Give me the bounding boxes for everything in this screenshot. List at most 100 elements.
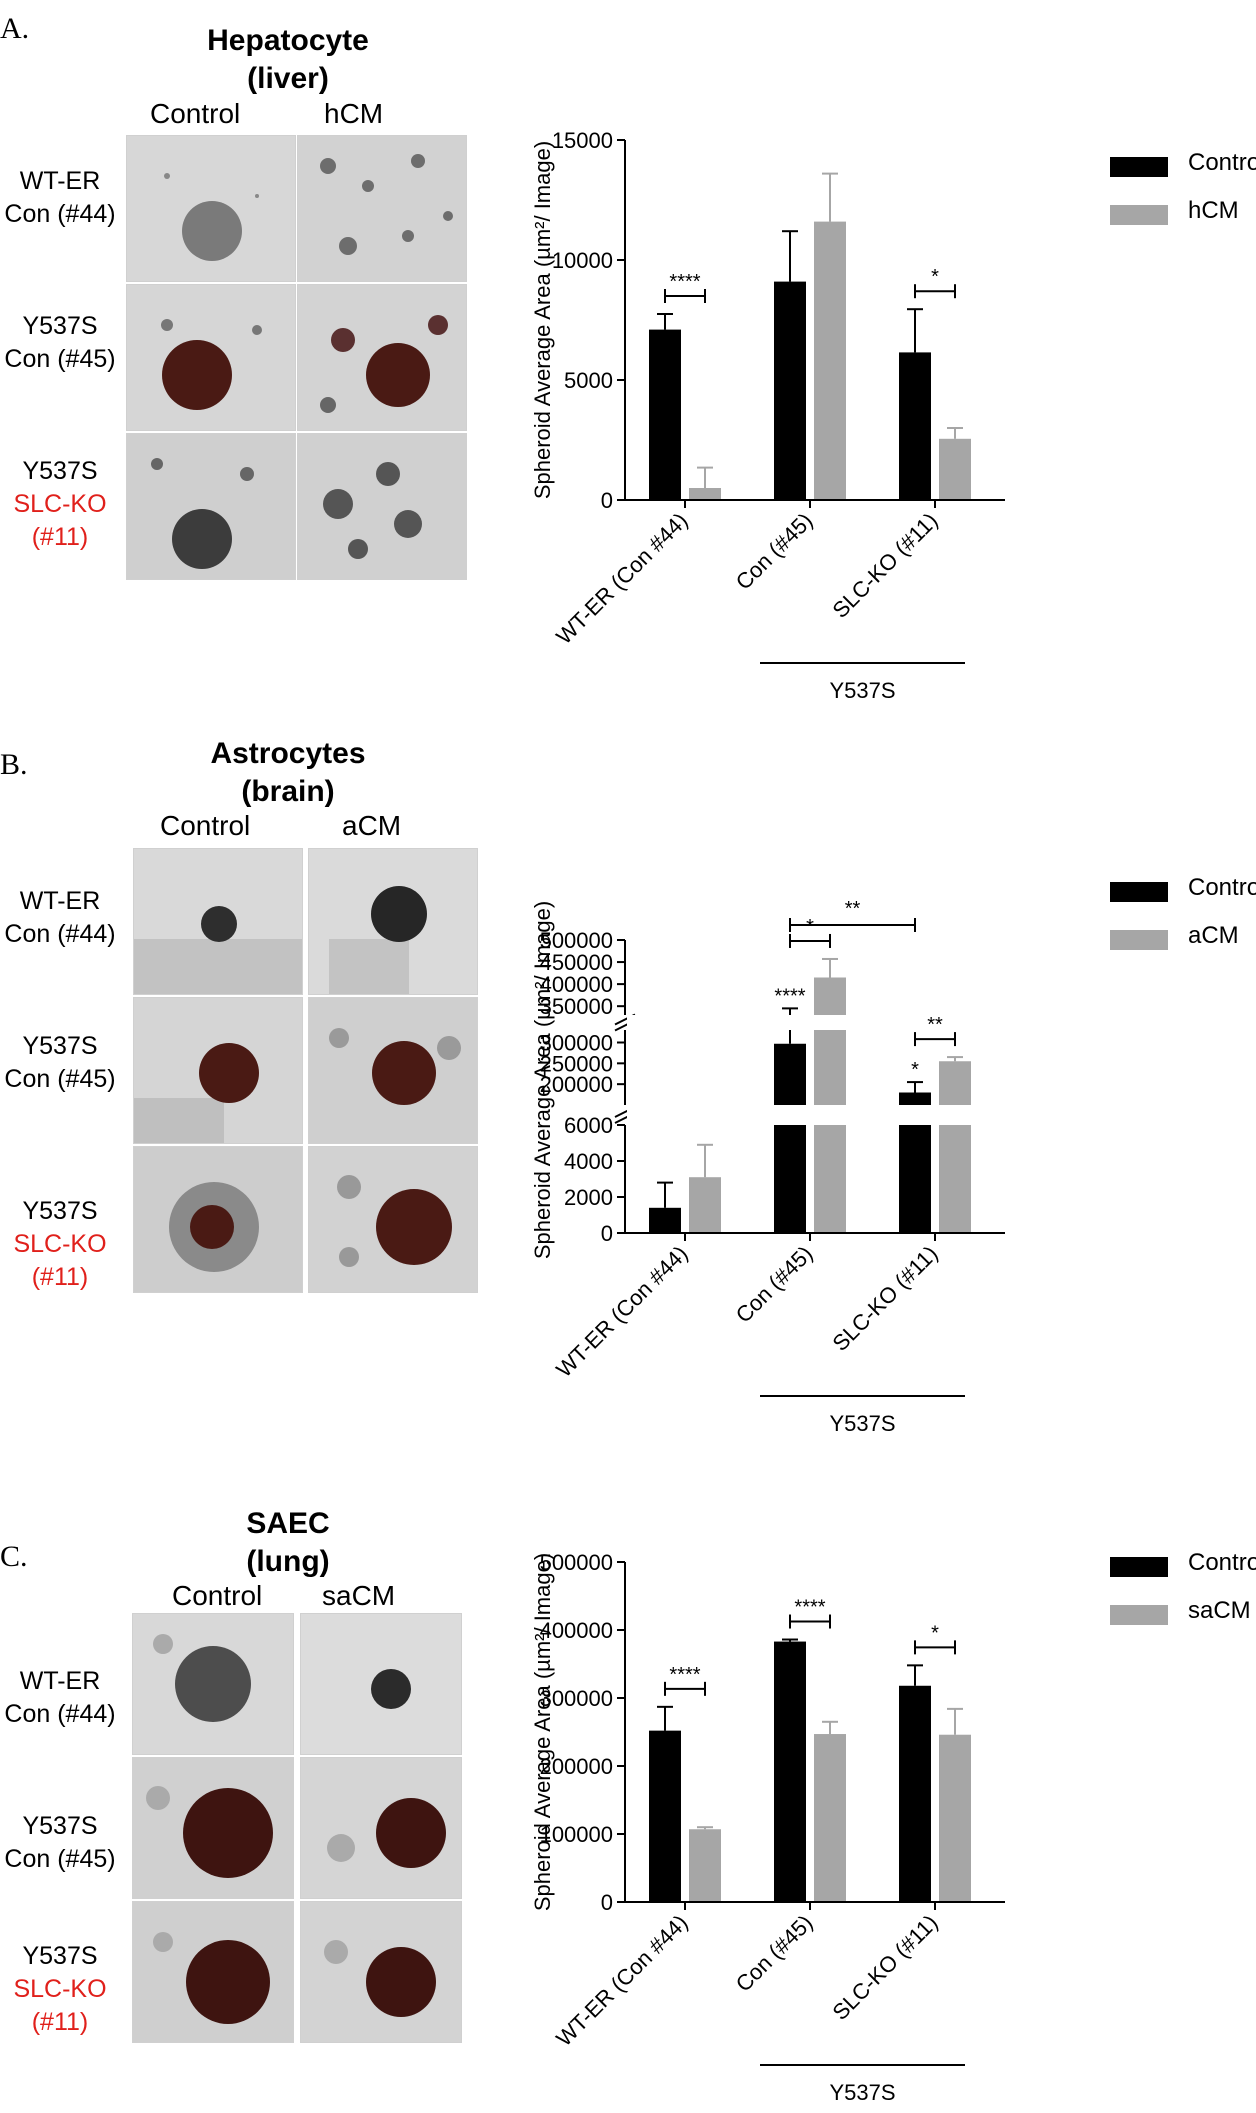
y-axis-label: Spheroid Average Area (µm²/ Image) <box>530 901 555 1259</box>
group-label: Y537S <box>829 678 895 703</box>
bar-control <box>649 1730 681 1902</box>
bar-control <box>649 1207 681 1233</box>
bar-control <box>774 1043 806 1233</box>
panel-title: Hepatocyte (liver) <box>158 22 418 98</box>
micrograph <box>133 848 303 995</box>
x-tick-label: WT-ER (Con #44) <box>551 508 692 649</box>
row-label: Y537S Con (#45) <box>0 1030 120 1096</box>
y-tick-label: 15000 <box>552 128 613 153</box>
row-label-line2: Con (#44) <box>4 200 116 228</box>
row-label-line1: Y537S <box>22 1812 98 1840</box>
significance-label: **** <box>794 1597 825 1619</box>
micrograph <box>297 433 467 580</box>
legend-swatch-control <box>1110 157 1168 177</box>
legend-swatch-treated <box>1110 930 1168 950</box>
significance-label: * <box>806 916 814 938</box>
panel-label: B. <box>0 748 28 781</box>
legend-swatch-control <box>1110 1557 1168 1577</box>
y-tick-label: 400000 <box>540 1618 613 1643</box>
bar-sacm <box>689 1829 721 1902</box>
x-tick-label: SLC-KO (#11) <box>827 1910 942 2025</box>
legend-label-control: Control <box>1188 874 1256 901</box>
y-tick-label: 0 <box>601 488 613 513</box>
panel-b: B. Astrocytes (brain) Control aCM WT-ER … <box>0 700 1256 1436</box>
row-label: WT-ER Con (#44) <box>0 165 120 231</box>
micrograph <box>132 1901 294 2043</box>
col-header-treated: saCM <box>322 1580 396 1611</box>
micrograph <box>300 1613 462 1755</box>
y-tick-label: 6000 <box>564 1113 613 1138</box>
y-tick-label: 300000 <box>540 1686 613 1711</box>
panel-c: C. SAEC (lung) Control saCM WT-ER Con (#… <box>0 1440 1256 2113</box>
x-tick-label: SLC-KO (#11) <box>827 1241 942 1356</box>
micrograph <box>132 1613 294 1755</box>
row-label: WT-ER Con (#44) <box>0 1665 120 1731</box>
bar-chart: Spheroid Average Area (µm²/ Image) 0 10000… <box>530 1550 1005 2105</box>
y-tick-label: 200000 <box>540 1754 613 1779</box>
bar-chart: Spheroid Average Area (µm²/ Image) 0 2000 4… <box>530 898 1007 1436</box>
row-label-line2: SLC-KO <box>13 1230 107 1258</box>
micrograph <box>308 997 478 1144</box>
row-label: Y537S SLC-KO (#11) <box>0 1195 120 1294</box>
y-tick-label: 350000 <box>540 994 613 1019</box>
x-tick-label: Con (#45) <box>731 508 818 595</box>
bar-hcm <box>939 438 971 500</box>
y-tick-label: 2000 <box>564 1185 613 1210</box>
legend-swatch-treated <box>1110 1605 1168 1625</box>
micrograph <box>300 1757 462 1899</box>
panel-title-line2: (brain) <box>241 775 335 808</box>
significance-label: * <box>931 266 939 288</box>
row-label-line1: WT-ER <box>19 1667 101 1695</box>
row-label-line1: Y537S <box>22 457 98 485</box>
x-tick-label: Con (#45) <box>731 1910 818 1997</box>
row-label-line1: WT-ER <box>19 887 101 915</box>
x-tick-label: Con (#45) <box>731 1241 818 1328</box>
panel-a: A. Hepatocyte (liver) Control hCM WT-ER … <box>0 0 1256 703</box>
panel-title: Astrocytes (brain) <box>158 735 418 811</box>
y-tick-label: 500000 <box>540 928 613 953</box>
micrograph <box>297 284 467 431</box>
y-tick-label: 400000 <box>540 972 613 997</box>
legend-item-treated: aCM <box>1110 918 1256 958</box>
col-header-control: Control <box>150 98 241 129</box>
y-axis-label: Spheroid Average Area (µm²/ Image) <box>530 141 555 499</box>
micrograph <box>308 1146 478 1293</box>
legend-label-treated: hCM <box>1188 197 1239 224</box>
legend-item-control: Control <box>1110 1545 1256 1585</box>
y-tick-label: 5000 <box>564 368 613 393</box>
row-label-line2: Con (#45) <box>4 1065 116 1093</box>
row-label-line1: WT-ER <box>19 167 101 195</box>
row-label-line2: SLC-KO <box>13 490 107 518</box>
legend-label-treated: saCM <box>1188 1597 1251 1624</box>
legend-label-control: Control <box>1188 149 1256 176</box>
row-label-line2: Con (#45) <box>4 345 116 373</box>
row-label: Y537S SLC-KO (#11) <box>0 455 120 554</box>
col-header-control: Control <box>172 1580 263 1611</box>
panel-title-line1: Hepatocyte <box>207 24 369 57</box>
bar-control <box>899 1685 931 1902</box>
y-tick-label: 250000 <box>540 1051 613 1076</box>
row-label: Y537S Con (#45) <box>0 1810 120 1876</box>
panel-title-line2: (lung) <box>246 1545 330 1578</box>
panel-title-line2: (liver) <box>247 62 329 95</box>
micrograph <box>126 135 296 282</box>
axis-break-gap <box>627 1015 1007 1030</box>
group-label: Y537S <box>829 1411 895 1436</box>
legend-swatch-treated <box>1110 205 1168 225</box>
significance-label: **** <box>669 271 700 293</box>
x-tick-label: WT-ER (Con #44) <box>551 1910 692 2051</box>
panel-title-line1: SAEC <box>246 1507 330 1540</box>
micrograph <box>300 1901 462 2043</box>
row-label-line2: Con (#44) <box>4 1700 116 1728</box>
legend-label-treated: aCM <box>1188 922 1239 949</box>
y-tick-label: 0 <box>601 1221 613 1246</box>
y-tick-label: 10000 <box>552 248 613 273</box>
significance-label: **** <box>774 985 805 1007</box>
micrograph <box>297 135 467 282</box>
row-label-line2: Con (#44) <box>4 920 116 948</box>
panel-label: A. <box>0 12 30 45</box>
bar-hcm <box>814 221 846 500</box>
bar-sacm <box>814 1734 846 1902</box>
panel-title: SAEC (lung) <box>158 1505 418 1581</box>
bar-control <box>899 352 931 500</box>
